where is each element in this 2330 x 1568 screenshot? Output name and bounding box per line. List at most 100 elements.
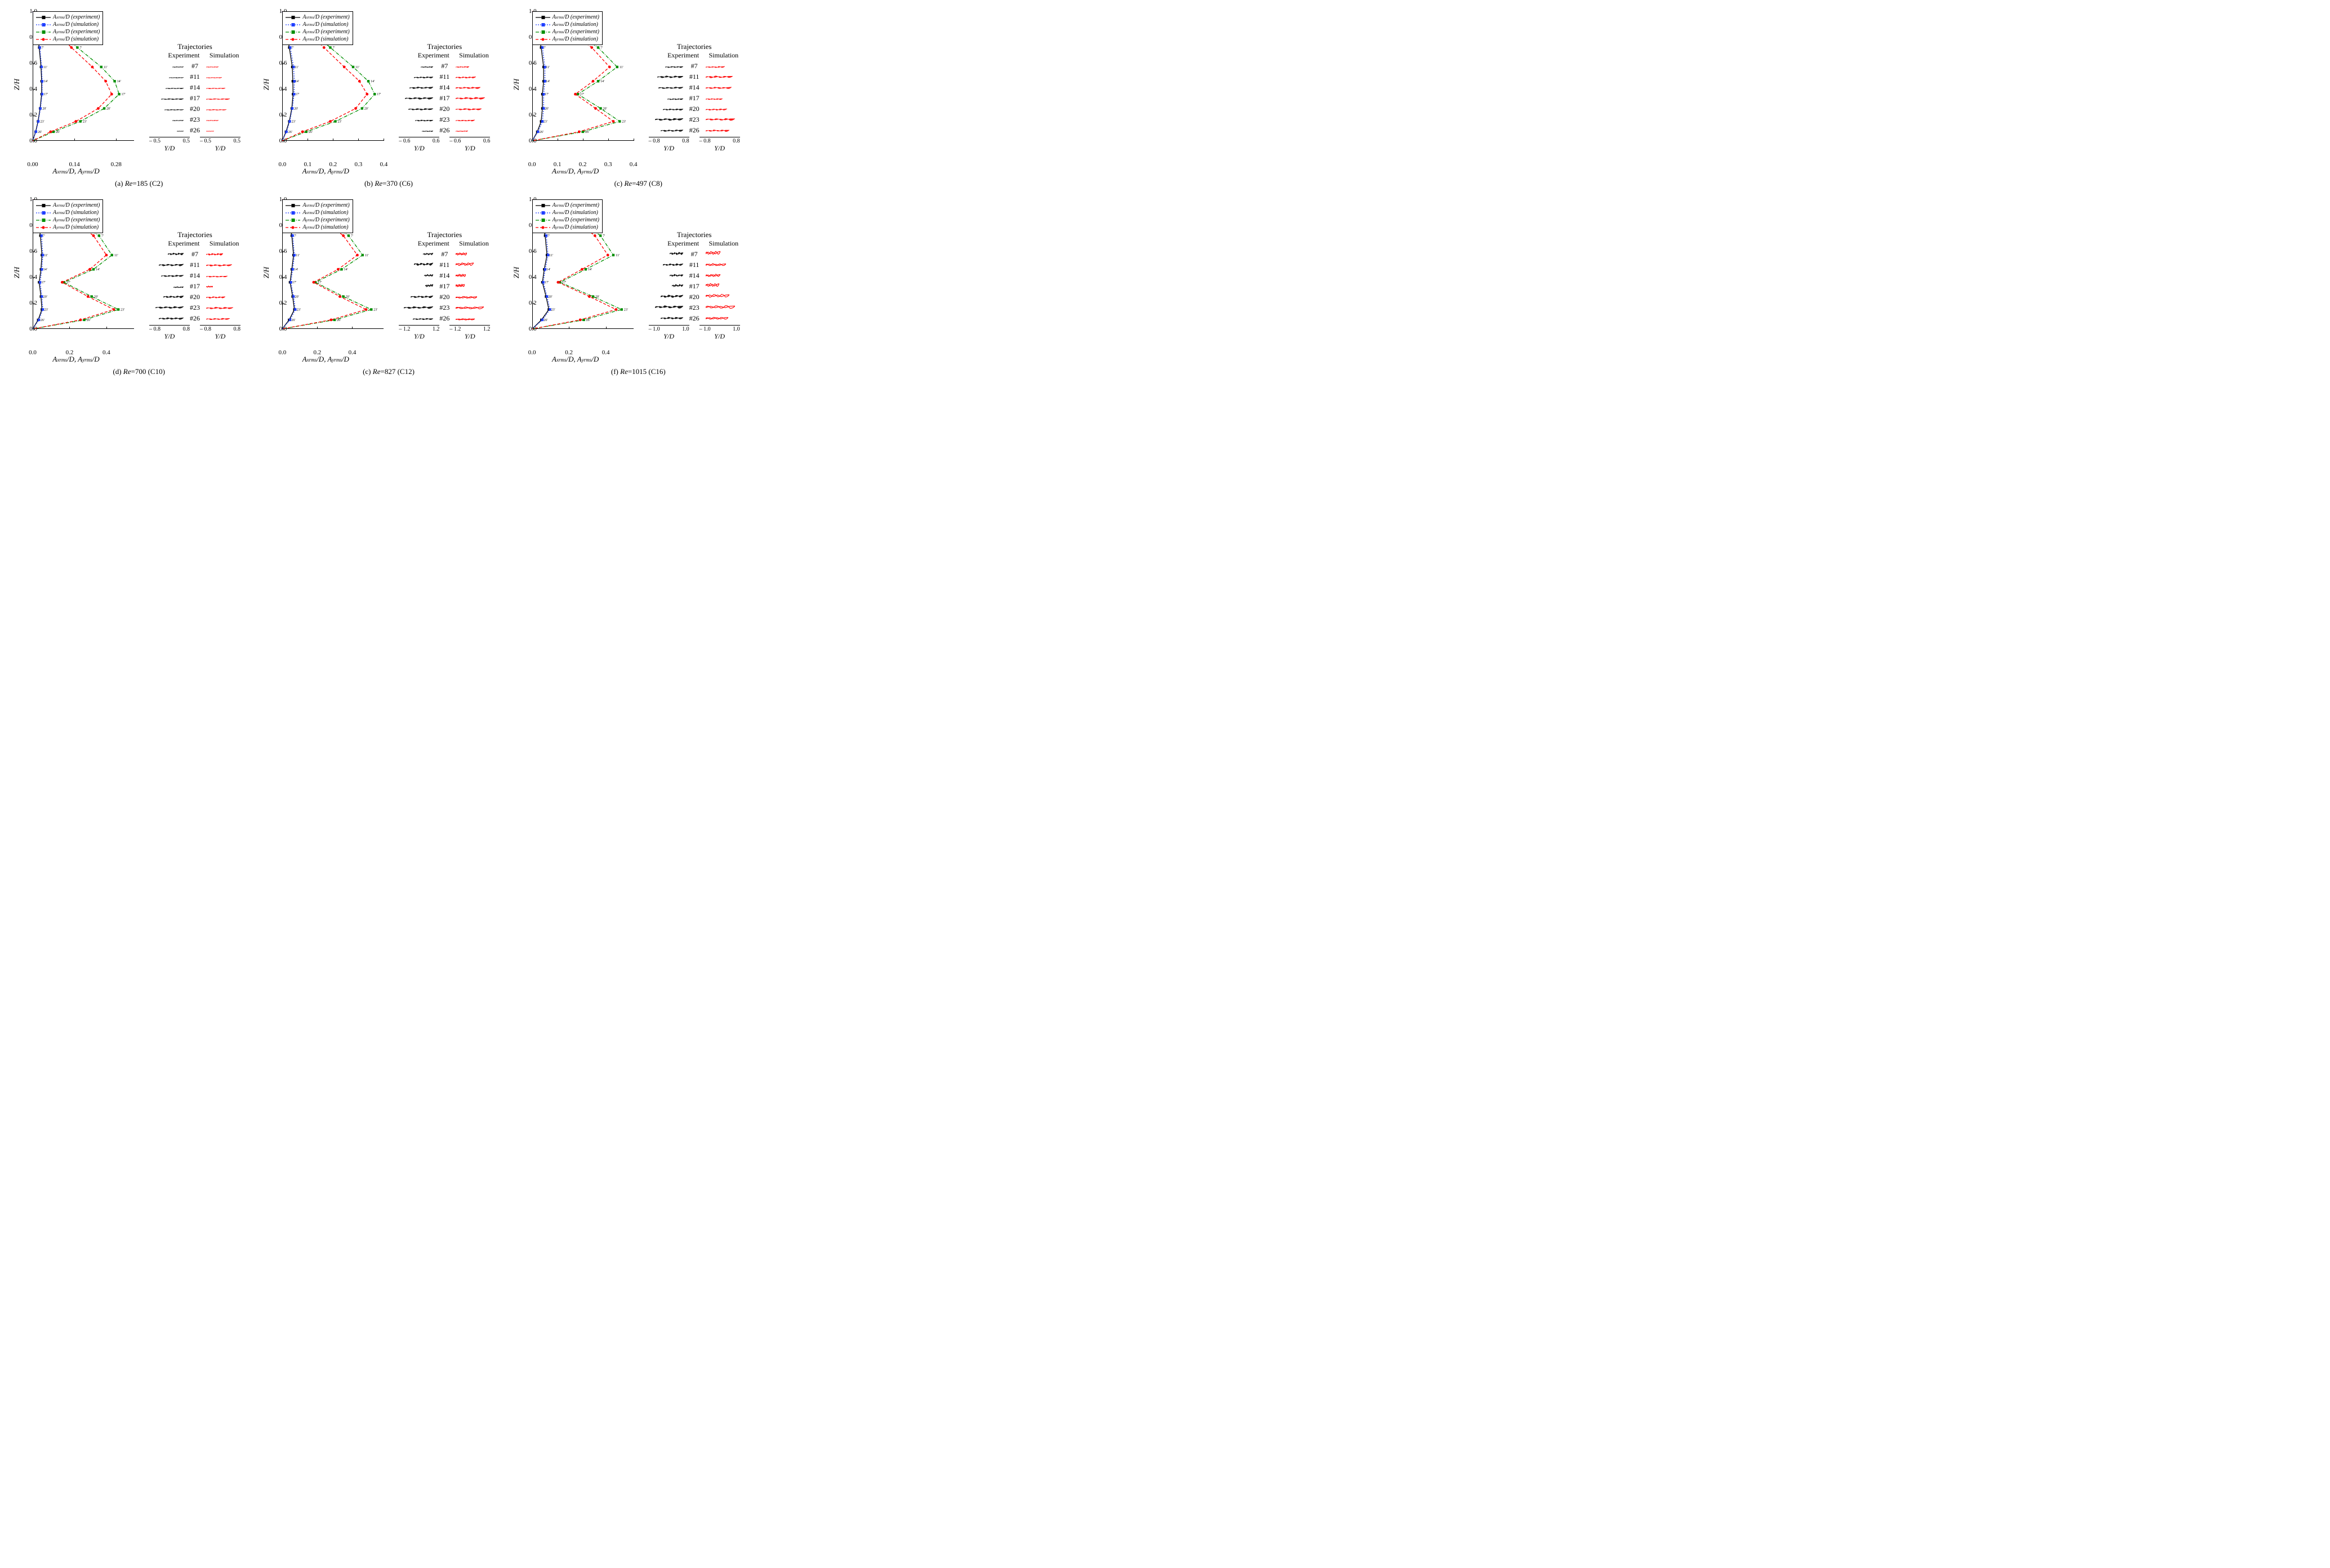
legend-swatch (286, 203, 300, 208)
legend-row: Axrms/D (simulation) (286, 209, 349, 216)
x-axis-label: Axrms/D, Ayrms/D (302, 355, 349, 364)
traj-id-label: #7 (434, 62, 455, 70)
legend-swatch (286, 225, 300, 230)
legend-label: Ayrms/D (experiment) (53, 216, 100, 224)
traj-sim-cell (205, 115, 246, 125)
legend-label: Axrms/D (simulation) (302, 209, 348, 216)
traj-row: #23 (394, 114, 495, 125)
traj-sim-swatch (706, 271, 720, 281)
svg-text:17': 17' (580, 93, 584, 96)
traj-sim-swatch (706, 61, 725, 72)
traj-sim-cell (455, 104, 495, 114)
traj-col-sim: Simulation (453, 51, 496, 60)
traj-cols-header: ExperimentSimulation (644, 239, 745, 248)
traj-sim-cell (705, 115, 745, 125)
x-tick-label: 0.4 (349, 349, 357, 356)
marker (293, 80, 296, 82)
legend-swatch (36, 29, 51, 35)
traj-row: #17 (144, 281, 246, 292)
traj-col-exp: Experiment (394, 239, 452, 248)
marker (335, 120, 337, 122)
traj-sim-cell (705, 260, 745, 270)
traj-axis-tick-max: 1.0 (733, 326, 740, 332)
traj-row: #11 (644, 260, 745, 270)
marker (301, 131, 304, 133)
traj-sim-swatch (706, 83, 732, 93)
chart-a: Axrms/D (experiment)Axrms/D (simulation)… (11, 11, 141, 158)
marker (537, 131, 539, 133)
x-tick-label: 0.0 (29, 349, 37, 356)
traj-row: #20 (644, 104, 745, 114)
traj-sim-swatch (456, 314, 475, 324)
legend-row: Axrms/D (simulation) (536, 209, 599, 216)
traj-sim-cell (705, 303, 745, 313)
legend-label: Ayrms/D (simulation) (53, 224, 99, 231)
legend-swatch (36, 203, 51, 208)
traj-sim-swatch (456, 93, 485, 104)
traj-exp-swatch (155, 303, 184, 313)
marker (588, 295, 591, 298)
legend-row: Ayrms/D (experiment) (286, 216, 349, 224)
traj-exp-cell (394, 303, 434, 313)
traj-sim-swatch (206, 314, 230, 324)
legend-swatch (536, 29, 550, 35)
traj-cols-header: ExperimentSimulation (144, 51, 246, 60)
svg-text:26': 26' (337, 319, 341, 322)
legend-swatch (536, 22, 550, 28)
traj-col-sim: Simulation (203, 239, 246, 248)
traj-exp-cell (644, 72, 684, 82)
traj-row: #14 (394, 82, 495, 93)
traj-exp-cell (144, 303, 185, 313)
traj-row: #7 (394, 249, 495, 260)
traj-axis-tick-max: 0.8 (682, 138, 689, 144)
traj-axes: – 0.80.8Y/D– 0.80.8Y/D (644, 137, 745, 153)
legend-row: Ayrms/D (experiment) (36, 216, 100, 224)
panel-inner: Axrms/D (experiment)Axrms/D (simulation)… (261, 11, 495, 158)
traj-axis-col: – 0.60.6Y/D (394, 137, 444, 153)
traj-cols-header: ExperimentSimulation (644, 51, 745, 60)
traj-sim-cell (705, 281, 745, 292)
traj-id-label: #26 (684, 126, 705, 135)
traj-col-sim: Simulation (702, 51, 745, 60)
svg-text:14': 14' (546, 80, 550, 83)
panel-inner: Axrms/D (experiment)Axrms/D (simulation)… (261, 199, 495, 346)
legend-swatch (536, 225, 550, 230)
traj-axis-ticks: – 0.80.8 (649, 138, 689, 144)
panel-inner: Axrms/D (experiment)Axrms/D (simulation)… (511, 11, 745, 158)
legend-label: Ayrms/D (simulation) (53, 35, 99, 43)
traj-axis-line (200, 325, 240, 326)
traj-axis-tick-min: – 0.6 (449, 138, 461, 144)
marker (591, 295, 594, 297)
x-tick-label: 0.28 (111, 161, 122, 168)
traj-exp-swatch (665, 61, 683, 72)
traj-axis-tick-max: 0.6 (483, 138, 491, 144)
svg-text:17': 17' (122, 93, 126, 96)
traj-exp-cell (394, 72, 434, 82)
y-axis-label: Z/H (262, 267, 271, 278)
svg-text:20': 20' (548, 296, 552, 299)
svg-text:20': 20' (43, 296, 47, 299)
traj-exp-swatch (172, 61, 184, 72)
traj-exp-swatch (161, 93, 184, 104)
traj-exp-cell (144, 104, 185, 114)
legend-label: Ayrms/D (experiment) (553, 28, 599, 35)
legend-row: Ayrms/D (simulation) (286, 224, 349, 231)
traj-sim-cell (455, 115, 495, 125)
traj-id-label: #17 (434, 282, 455, 291)
marker (596, 80, 599, 82)
figure-grid: Axrms/D (experiment)Axrms/D (simulation)… (11, 11, 755, 376)
traj-sim-swatch (706, 115, 735, 125)
traj-sim-cell (455, 260, 495, 270)
marker (342, 295, 345, 297)
svg-text:11': 11' (104, 66, 108, 69)
traj-exp-swatch (423, 250, 433, 260)
marker (79, 120, 82, 122)
traj-row: #11 (144, 260, 246, 270)
legend-row: Ayrms/D (simulation) (36, 35, 100, 43)
traj-col-sim: Simulation (702, 239, 745, 248)
traj-id-label: #20 (434, 293, 455, 301)
svg-text:17': 17' (377, 93, 381, 96)
traj-exp-swatch (166, 83, 184, 93)
legend-label: Axrms/D (simulation) (553, 21, 598, 28)
traj-axis-col: – 1.01.0Y/D (694, 325, 745, 341)
